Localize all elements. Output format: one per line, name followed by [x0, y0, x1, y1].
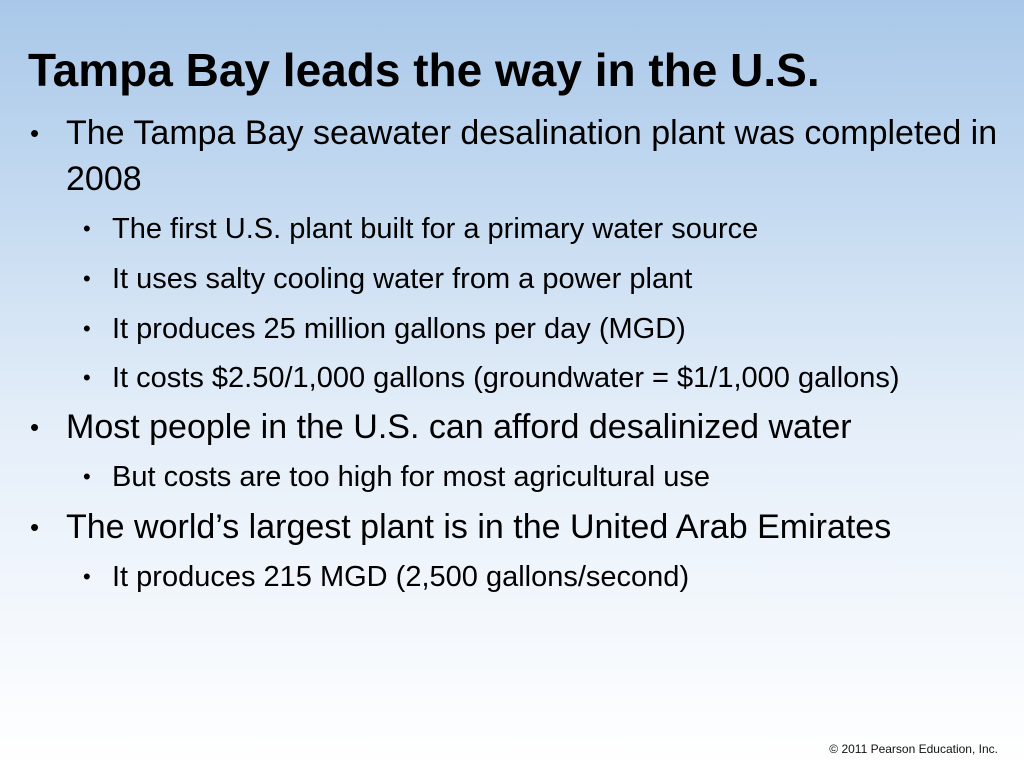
sub-bullet-dot-icon: • — [83, 564, 91, 589]
sub-bullet-text: It costs $2.50/1,000 gallons (groundwate… — [112, 362, 900, 394]
sub-bullet-item: • It uses salty cooling water from a pow… — [28, 256, 1003, 302]
sub-bullet-item: • It costs $2.50/1,000 gallons (groundwa… — [28, 356, 1003, 400]
bullet-dot-icon: • — [30, 412, 40, 442]
sub-bullet-text: It produces 215 MGD (2,500 gallons/secon… — [112, 561, 690, 593]
bullet-text: Most people in the U.S. can afford desal… — [66, 408, 852, 446]
sub-bullet-text: It produces 25 million gallons per day (… — [112, 313, 686, 345]
bullet-item-affordability: • Most people in the U.S. can afford des… — [28, 404, 1003, 450]
bullet-dot-icon: • — [30, 512, 40, 542]
sub-bullet-dot-icon: • — [83, 316, 91, 341]
sub-bullet-dot-icon: • — [83, 464, 91, 489]
sub-bullet-dot-icon: • — [83, 365, 91, 390]
sub-bullet-item: • It produces 215 MGD (2,500 gallons/sec… — [28, 554, 1003, 600]
sub-bullet-item: • But costs are too high for most agricu… — [28, 454, 1003, 500]
sub-bullet-text: But costs are too high for most agricult… — [112, 461, 711, 493]
bullet-item-largest-plant: • The world’s largest plant is in the Un… — [28, 504, 1003, 550]
sub-bullet-text: It uses salty cooling water from a power… — [112, 263, 693, 295]
sub-bullet-item: • It produces 25 million gallons per day… — [28, 306, 1003, 352]
sub-bullet-text: The first U.S. plant built for a primary… — [112, 213, 759, 245]
sub-bullet-dot-icon: • — [83, 266, 91, 291]
bullet-list: • The Tampa Bay seawater desalination pl… — [28, 110, 1003, 600]
bullet-dot-icon: • — [30, 118, 40, 148]
sub-bullet-dot-icon: • — [83, 216, 91, 241]
sub-bullet-item: • The first U.S. plant built for a prima… — [28, 206, 1003, 252]
bullet-text: The world’s largest plant is in the Unit… — [66, 508, 892, 546]
slide-title: Tampa Bay leads the way in the U.S. — [28, 44, 820, 96]
bullet-item-tampa-plant: • The Tampa Bay seawater desalination pl… — [28, 110, 1003, 202]
copyright-notice: © 2011 Pearson Education, Inc. — [829, 742, 998, 756]
bullet-text: The Tampa Bay seawater desalination plan… — [66, 114, 998, 198]
